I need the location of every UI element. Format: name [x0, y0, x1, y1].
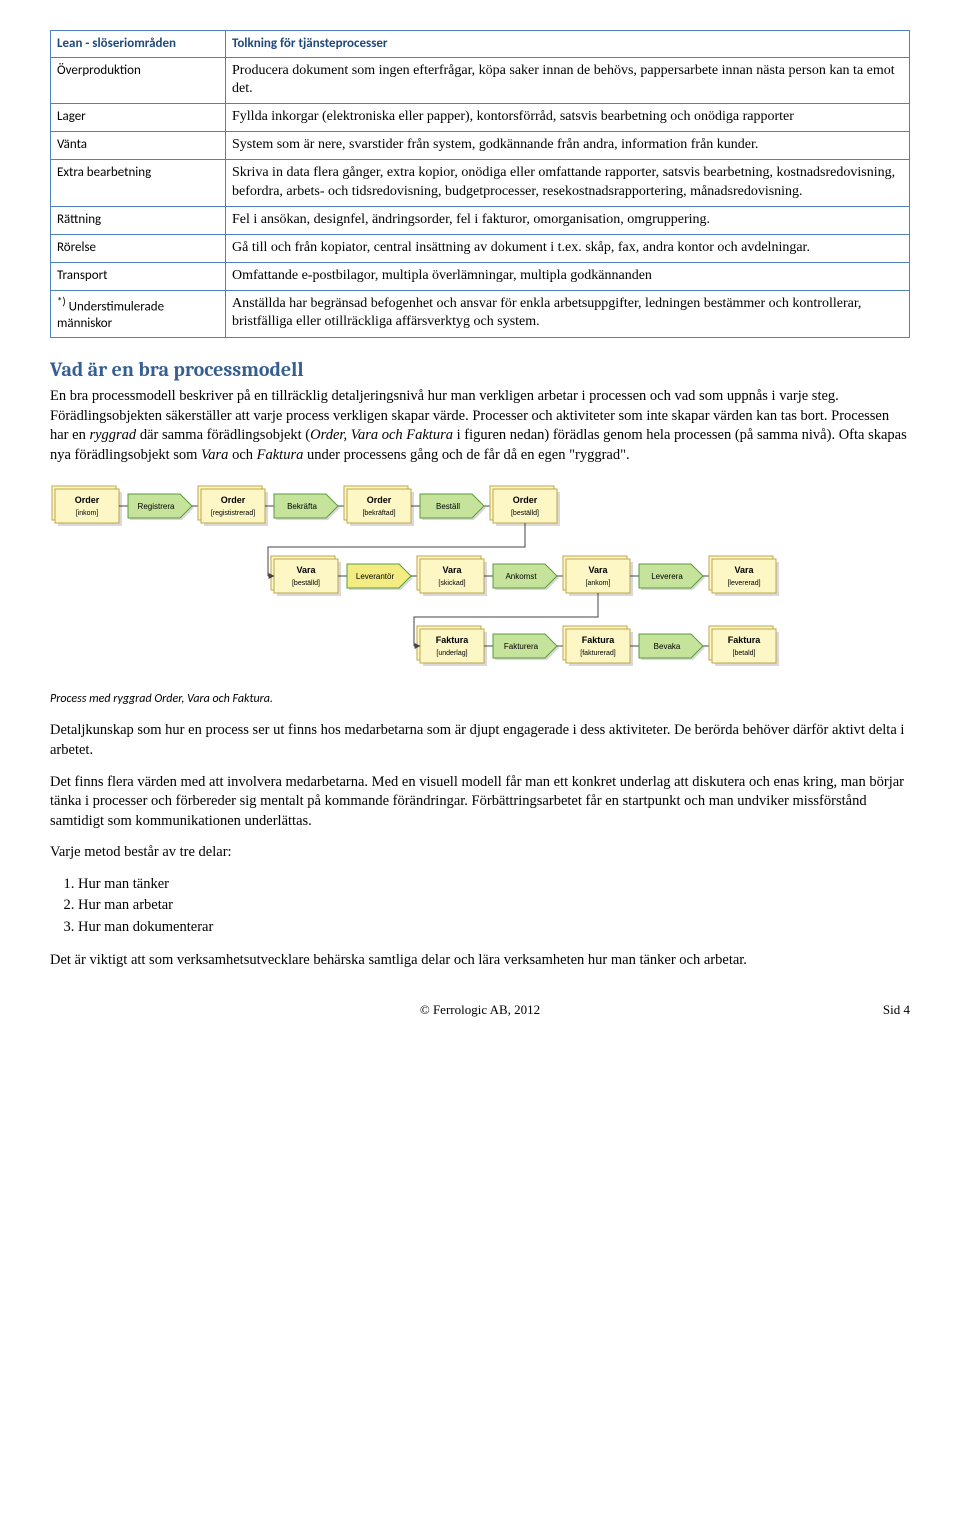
paragraph-4: Varje metod består av tre delar: — [50, 843, 910, 863]
table-row: *) Understimulerade människorAnställda h… — [51, 290, 910, 337]
list-item: Hur man dokumenterar — [78, 918, 910, 938]
svg-text:[ankom]: [ankom] — [586, 580, 611, 587]
svg-text:Order: Order — [367, 495, 392, 505]
svg-text:Leverantör: Leverantör — [356, 572, 395, 581]
diagram-caption: Process med ryggrad Order, Vara och Fakt… — [50, 691, 910, 707]
table-cell-interpretation: Skriva in data flera gånger, extra kopio… — [226, 160, 910, 207]
page-footer: © Ferrologic AB, 2012 Sid 4 — [50, 1001, 910, 1019]
svg-text:[beställd]: [beställd] — [292, 580, 320, 587]
para1-italic-3: Vara — [201, 447, 228, 463]
table-row: VäntaSystem som är nere, svarstider från… — [51, 132, 910, 160]
para1-text-post: under processens gång och de får då en e… — [303, 447, 629, 463]
table-cell-interpretation: Gå till och från kopiator, central insät… — [226, 234, 910, 262]
table-cell-area: Lager — [51, 104, 226, 132]
svg-text:Ankomst: Ankomst — [505, 572, 537, 581]
svg-text:[betald]: [betald] — [733, 650, 756, 657]
list-item: Hur man tänker — [78, 875, 910, 895]
table-row: LagerFyllda inkorgar (elektroniska eller… — [51, 104, 910, 132]
svg-text:[inkom]: [inkom] — [76, 510, 99, 517]
svg-text:Fakturera: Fakturera — [504, 642, 539, 651]
svg-text:[fakturerad]: [fakturerad] — [580, 650, 615, 657]
table-cell-interpretation: Anställda har begränsad befogenhet och a… — [226, 290, 910, 337]
table-cell-interpretation: Fyllda inkorgar (elektroniska eller papp… — [226, 104, 910, 132]
table-row: TransportOmfattande e-postbilagor, multi… — [51, 262, 910, 290]
paragraph-2: Detaljkunskap som hur en process ser ut … — [50, 721, 910, 760]
process-diagram-svg: Order [inkom] Registrera Order [regististrer… — [50, 477, 910, 677]
svg-text:Bevaka: Bevaka — [654, 642, 681, 651]
para1-italic-4: Faktura — [257, 447, 304, 463]
table-cell-area: Extra bearbetning — [51, 160, 226, 207]
table-header-1: Lean - slöseriområden — [51, 31, 226, 58]
paragraph-5: Det är viktigt att som verksamhetsutveck… — [50, 951, 910, 971]
table-cell-interpretation: Fel i ansökan, designfel, ändringsorder,… — [226, 206, 910, 234]
table-row: RörelseGå till och från kopiator, centra… — [51, 234, 910, 262]
table-row: Extra bearbetningSkriva in data flera gå… — [51, 160, 910, 207]
svg-text:Order: Order — [75, 495, 100, 505]
table-cell-area: *) Understimulerade människor — [51, 290, 226, 337]
svg-text:[bekräftad]: [bekräftad] — [362, 510, 395, 517]
svg-text:Faktura: Faktura — [728, 635, 762, 645]
svg-text:Beställ: Beställ — [436, 502, 460, 511]
svg-text:Order: Order — [513, 495, 538, 505]
footer-copyright: © Ferrologic AB, 2012 — [420, 1002, 540, 1017]
lean-waste-table: Lean - slöseriområden Tolkning för tjäns… — [50, 30, 910, 338]
table-cell-interpretation: Omfattande e-postbilagor, multipla överl… — [226, 262, 910, 290]
svg-text:Faktura: Faktura — [436, 635, 470, 645]
table-header-2: Tolkning för tjänsteprocesser — [226, 31, 910, 58]
svg-text:[levererad]: [levererad] — [727, 580, 760, 587]
svg-text:[underlag]: [underlag] — [436, 650, 467, 657]
table-row: RättningFel i ansökan, designfel, ändrin… — [51, 206, 910, 234]
svg-text:[regististrerad]: [regististrerad] — [211, 510, 255, 517]
table-cell-area: Vänta — [51, 132, 226, 160]
svg-text:[beställd]: [beställd] — [511, 510, 539, 517]
svg-text:Vara: Vara — [442, 565, 462, 575]
svg-text:Vara: Vara — [734, 565, 754, 575]
svg-text:Vara: Vara — [296, 565, 316, 575]
table-row: ÖverproduktionProducera dokument som ing… — [51, 57, 910, 104]
svg-text:Faktura: Faktura — [582, 635, 616, 645]
process-diagram: Order [inkom] Registrera Order [regististrer… — [50, 477, 910, 677]
table-cell-interpretation: Producera dokument som ingen efterfrågar… — [226, 57, 910, 104]
para1-italic-2: Order, Vara och Faktura — [310, 427, 453, 443]
method-parts-list: Hur man tänkerHur man arbetarHur man dok… — [78, 875, 910, 938]
table-cell-interpretation: System som är nere, svarstider från syst… — [226, 132, 910, 160]
svg-text:Order: Order — [221, 495, 246, 505]
paragraph-1: En bra processmodell beskriver på en til… — [50, 387, 910, 465]
svg-text:Leverera: Leverera — [651, 572, 683, 581]
para1-text-mid1: där samma förädlingsobjekt ( — [136, 427, 310, 443]
svg-text:Vara: Vara — [588, 565, 608, 575]
para1-italic-1: ryggrad — [89, 427, 136, 443]
svg-text:[skickad]: [skickad] — [438, 580, 465, 587]
section-heading: Vad är en bra processmodell — [50, 356, 910, 383]
para1-text-mid3: och — [228, 447, 256, 463]
list-item: Hur man arbetar — [78, 896, 910, 916]
table-cell-area: Rättning — [51, 206, 226, 234]
table-cell-area: Transport — [51, 262, 226, 290]
svg-text:Registrera: Registrera — [138, 502, 175, 511]
paragraph-3: Det finns flera värden med att involvera… — [50, 773, 910, 832]
table-cell-area: Rörelse — [51, 234, 226, 262]
table-cell-area: Överproduktion — [51, 57, 226, 104]
footer-page-number: Sid 4 — [883, 1001, 910, 1019]
svg-text:Bekräfta: Bekräfta — [287, 502, 317, 511]
